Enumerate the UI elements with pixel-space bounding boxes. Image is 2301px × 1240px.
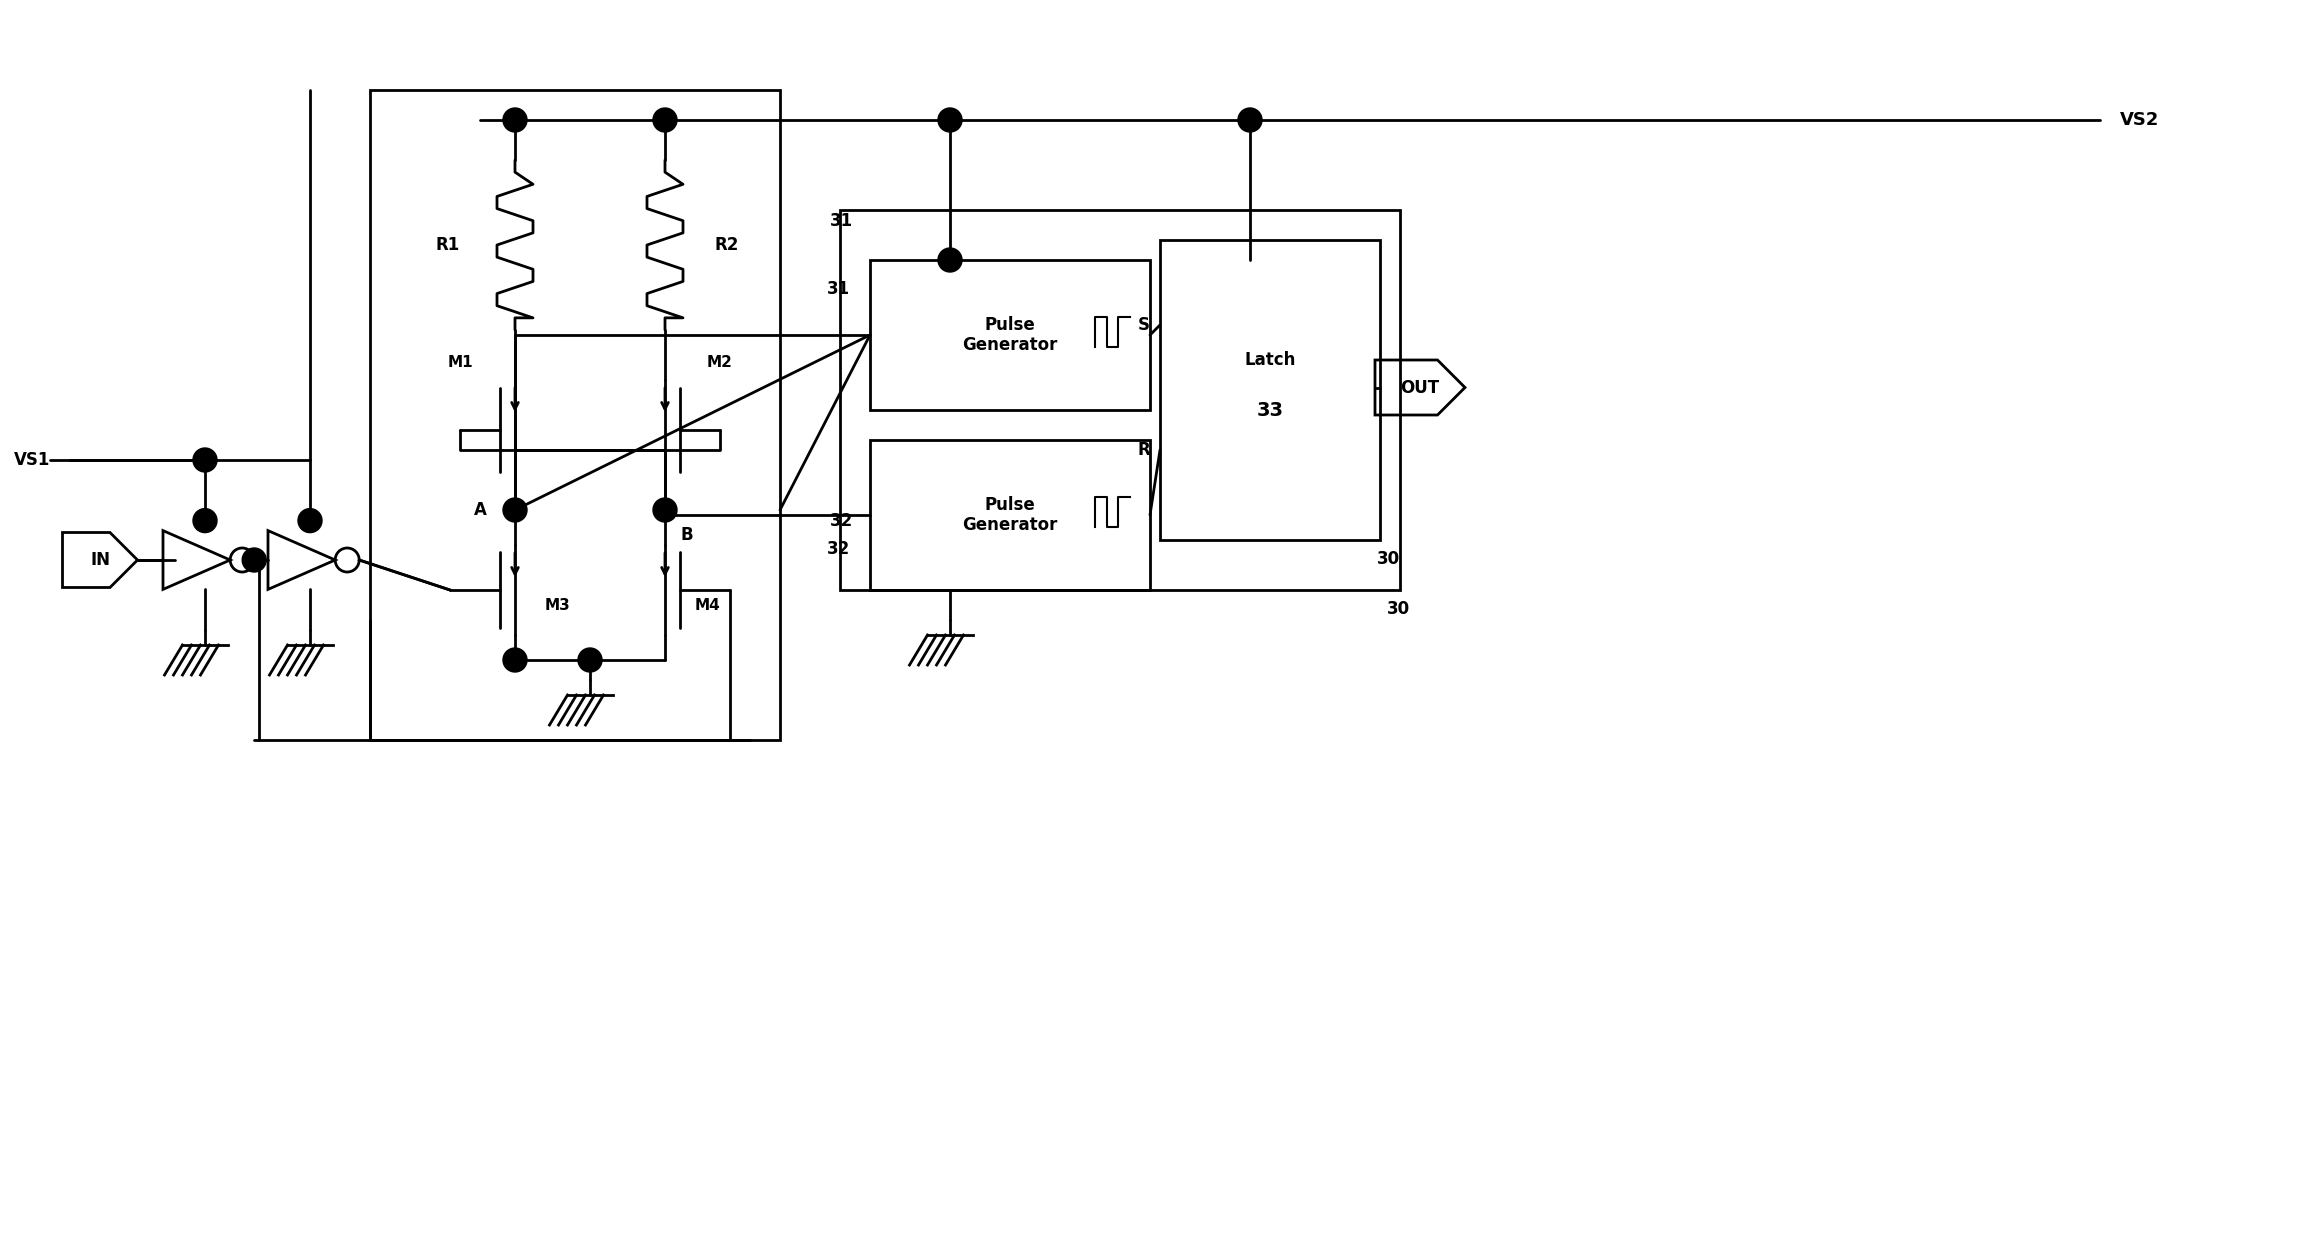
Text: M4: M4 (695, 598, 720, 613)
Text: A: A (474, 501, 488, 520)
Circle shape (193, 508, 216, 533)
Text: R2: R2 (716, 236, 739, 254)
Circle shape (1238, 108, 1261, 131)
Circle shape (299, 508, 322, 533)
Text: 31: 31 (831, 212, 854, 229)
Circle shape (242, 548, 267, 572)
Text: 30: 30 (1388, 600, 1411, 618)
Text: 33: 33 (1256, 401, 1284, 419)
Text: Latch: Latch (1245, 351, 1295, 370)
Circle shape (939, 108, 962, 131)
Text: VS2: VS2 (2119, 112, 2158, 129)
Circle shape (504, 649, 527, 672)
Text: OUT: OUT (1401, 378, 1440, 397)
Text: 32: 32 (831, 512, 854, 529)
Circle shape (939, 248, 962, 272)
Text: Pulse
Generator: Pulse Generator (962, 316, 1058, 355)
Circle shape (578, 649, 603, 672)
Text: Pulse
Generator: Pulse Generator (962, 496, 1058, 534)
Text: R1: R1 (435, 236, 460, 254)
Text: S: S (1139, 316, 1150, 334)
Text: B: B (681, 526, 693, 544)
Text: M1: M1 (446, 355, 472, 370)
Text: 32: 32 (826, 539, 849, 558)
Text: 31: 31 (826, 280, 849, 298)
Text: 30: 30 (1376, 551, 1399, 568)
Circle shape (504, 498, 527, 522)
Text: R: R (1137, 441, 1150, 459)
Text: M2: M2 (706, 355, 734, 370)
Text: VS1: VS1 (14, 451, 51, 469)
Circle shape (653, 498, 676, 522)
Circle shape (653, 108, 676, 131)
Text: M3: M3 (545, 598, 571, 613)
Circle shape (193, 448, 216, 472)
Circle shape (504, 108, 527, 131)
Text: IN: IN (90, 551, 110, 569)
